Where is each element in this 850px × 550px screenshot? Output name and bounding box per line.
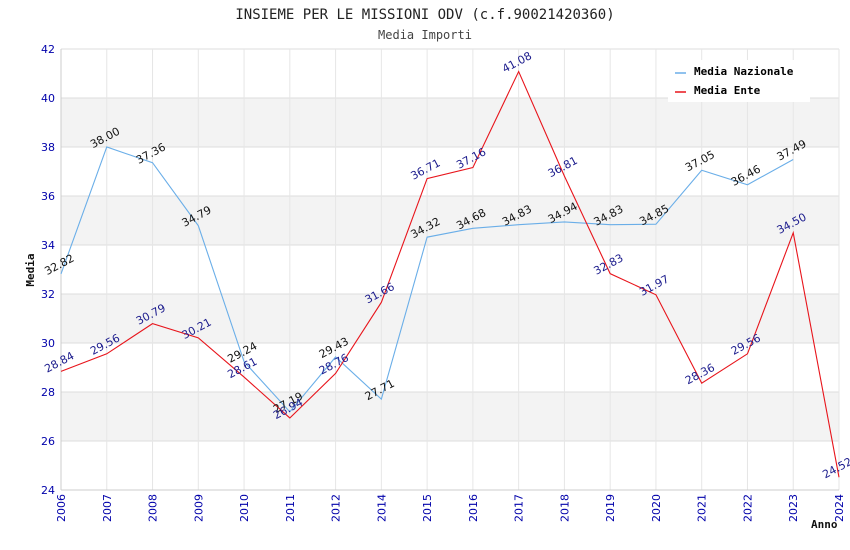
x-tick-label: 2012 [330, 494, 343, 522]
legend-label-ente: Media Ente [694, 84, 761, 97]
x-tick-label: 2023 [787, 494, 800, 522]
y-tick-label: 36 [41, 190, 55, 203]
x-tick-label: 2014 [375, 494, 388, 522]
data-label: 36.81 [546, 154, 580, 180]
x-tick-label: 2006 [55, 494, 68, 522]
x-tick-label: 2015 [421, 494, 434, 522]
x-tick-label: 2022 [741, 494, 754, 522]
y-tick-label: 32 [41, 288, 55, 301]
data-label: 37.05 [683, 148, 717, 174]
grid-lines [60, 48, 840, 491]
data-label: 28.84 [42, 349, 76, 375]
x-tick-label: 2018 [558, 494, 571, 522]
y-tick-label: 38 [41, 141, 55, 154]
y-ticks: 24 26 28 30 32 34 36 38 40 42 [41, 43, 55, 497]
legend: Media Nazionale Media Ente [668, 60, 810, 102]
data-label: 41.08 [500, 49, 534, 75]
y-tick-label: 28 [41, 386, 55, 399]
data-label: 32.82 [42, 252, 76, 278]
x-tick-label: 2007 [101, 494, 114, 522]
data-label: 32.83 [592, 251, 626, 277]
y-tick-label: 34 [41, 239, 55, 252]
chart-title: INSIEME PER LE MISSIONI ODV (c.f.9002142… [235, 7, 614, 23]
legend-label-nazionale: Media Nazionale [694, 65, 794, 78]
x-tick-label: 2024 [833, 494, 846, 522]
x-tick-label: 2010 [238, 494, 251, 522]
x-tick-label: 2009 [192, 494, 205, 522]
data-label: 28.36 [683, 361, 717, 387]
x-ticks: 2006 2007 2008 2009 2010 2011 2012 2014 2015 2016… [55, 494, 846, 522]
y-tick-label: 26 [41, 435, 55, 448]
chart-subtitle: Media Importi [378, 28, 472, 42]
x-tick-label: 2016 [467, 494, 480, 522]
y-tick-label: 24 [41, 484, 55, 497]
grid-band [61, 294, 839, 343]
x-tick-label: 2008 [147, 494, 160, 522]
x-tick-label: 2021 [696, 494, 709, 522]
y-tick-label: 40 [41, 92, 55, 105]
y-axis-label: Media [24, 253, 37, 286]
grid-band [61, 98, 839, 147]
series-line-nazionale [60, 146, 794, 413]
series-line-ente [60, 70, 840, 478]
data-label: 36.71 [409, 156, 443, 182]
legend-box [668, 60, 810, 102]
axes [60, 49, 839, 491]
series-lines [60, 70, 840, 478]
x-tick-label: 2019 [604, 494, 617, 522]
grid-band [61, 196, 839, 245]
x-tick-label: 2020 [650, 494, 663, 522]
x-tick-label: 2011 [284, 494, 297, 522]
data-label: 36.46 [729, 163, 763, 189]
y-tick-label: 42 [41, 43, 55, 56]
grid-band [61, 392, 839, 441]
grid-bands [61, 98, 839, 441]
y-tick-label: 30 [41, 337, 55, 350]
x-axis-label: Anno [811, 518, 838, 531]
x-tick-label: 2017 [513, 494, 526, 522]
